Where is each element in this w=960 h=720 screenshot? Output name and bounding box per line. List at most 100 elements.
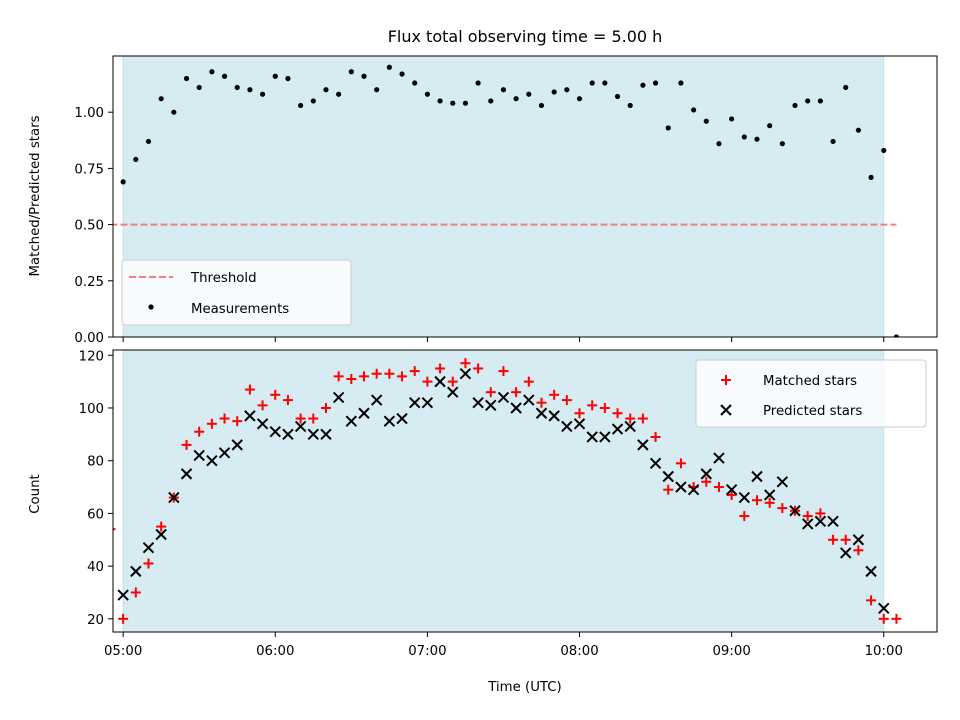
matched-star-point: [498, 366, 509, 377]
matched-star-point: [194, 426, 205, 437]
measurement-point: [602, 80, 608, 86]
measurement-point: [526, 91, 532, 97]
predicted-star-point: [320, 428, 332, 441]
predicted-star-point: [662, 470, 674, 483]
matched-star-point: [118, 613, 129, 624]
measurement-point: [120, 179, 126, 185]
axes-frame: [112, 55, 938, 338]
matched-star-point: [257, 400, 268, 411]
measurement-point: [589, 80, 595, 86]
measurement-point: [678, 80, 684, 86]
predicted-star-point: [180, 468, 193, 480]
matched-star-point: [536, 397, 547, 408]
matched-star-point: [840, 534, 851, 545]
matched-star-point: [523, 376, 534, 387]
y-tick-label: 0.25: [74, 275, 104, 290]
legend-threshold-label: Threshold: [190, 271, 257, 286]
measurement-point: [614, 93, 621, 100]
measurement-point: [348, 69, 354, 75]
chart-title: Flux total observing time = 5.00 h: [388, 27, 663, 46]
measurement-point: [652, 80, 659, 86]
measurement-point: [779, 141, 785, 147]
matched-star-point: [113, 528, 116, 531]
legend-box: [695, 359, 927, 428]
predicted-star-point: [789, 505, 801, 517]
measurement-point: [298, 102, 304, 109]
legend-measurements-label: Measurements: [191, 302, 289, 317]
matched-star-point: [384, 368, 395, 379]
measurement-point: [221, 73, 228, 79]
measurement-point: [564, 87, 570, 93]
measurement-point: [310, 98, 316, 104]
matched-star-point: [866, 595, 877, 606]
measurement-point: [767, 123, 773, 129]
measurement-point: [855, 127, 862, 133]
matched-star-point: [751, 495, 762, 506]
x-tick-label: 06:00: [256, 644, 294, 659]
predicted-star-point: [421, 397, 434, 409]
predicted-star-point: [510, 402, 522, 414]
measurement-point: [576, 96, 583, 102]
matched-star-point: [181, 439, 192, 450]
predicted-star-point: [472, 397, 484, 409]
measurement-point: [462, 100, 469, 106]
matched-star-point: [650, 431, 661, 442]
measurement-point: [500, 87, 507, 93]
measurement-point: [627, 102, 633, 109]
matched-star-point: [587, 400, 598, 411]
legend-predicted-label: Predicted stars: [763, 404, 862, 419]
predicted-star-point: [814, 515, 827, 528]
predicted-star-point: [700, 468, 712, 480]
y-tick-label: 0.00: [74, 331, 104, 346]
matched-star-point: [726, 489, 737, 500]
matched-star-point: [701, 476, 712, 487]
predicted-star-point: [687, 483, 700, 496]
predicted-star-point: [801, 518, 814, 530]
predicted-star-point: [713, 452, 725, 464]
measurement-point: [665, 125, 671, 131]
predicted-star-point: [852, 534, 865, 546]
y-tick-label: 0.75: [74, 162, 104, 177]
measurement-point: [247, 87, 253, 93]
predicted-star-point: [878, 602, 890, 614]
predicted-star-point: [725, 483, 738, 496]
matched-star-point: [447, 376, 458, 387]
matched-star-point: [828, 534, 839, 545]
legend-box: [121, 259, 352, 326]
predicted-star-point: [218, 447, 231, 459]
predicted-star-point: [142, 541, 155, 554]
measurement-point: [513, 96, 519, 102]
matched-star-point: [320, 402, 331, 413]
matched-star-point: [206, 418, 217, 429]
matched-star-point: [295, 413, 306, 424]
legend-matched-label: Matched stars: [763, 374, 857, 389]
matched-star-point: [219, 413, 230, 424]
matched-star-point: [435, 363, 446, 374]
bottom-panel: 20 40 60 80 100 120 05:00 06:00 07:00 08:00 09:00 1…: [79, 349, 938, 659]
x-tick-label: 07:00: [408, 644, 446, 659]
measurement-point: [196, 84, 202, 91]
predicted-star-point: [244, 410, 256, 422]
measurement-point: [450, 100, 456, 106]
matched-star-point: [612, 408, 623, 419]
matched-star-point: [156, 521, 167, 532]
predicted-star-point: [840, 547, 852, 559]
predicted-star-point: [523, 394, 535, 406]
predicted-star-point: [865, 565, 877, 578]
predicted-star-point: [434, 375, 446, 388]
predicted-star-point: [193, 449, 205, 462]
matched-star-point: [282, 395, 293, 406]
matched-star-point: [561, 395, 572, 406]
measurement-point: [209, 69, 215, 75]
measurement-point: [171, 109, 177, 115]
measurement-point: [792, 102, 798, 109]
predicted-star-point: [586, 431, 598, 443]
measurement-point: [234, 84, 240, 91]
predicted-star-point: [459, 368, 472, 380]
matched-star-point: [422, 376, 433, 387]
predicted-star-point: [396, 412, 408, 425]
measurement-point: [361, 73, 367, 79]
matched-star-point: [815, 508, 826, 519]
matched-star-point: [346, 373, 357, 384]
matched-star-point: [232, 416, 243, 427]
